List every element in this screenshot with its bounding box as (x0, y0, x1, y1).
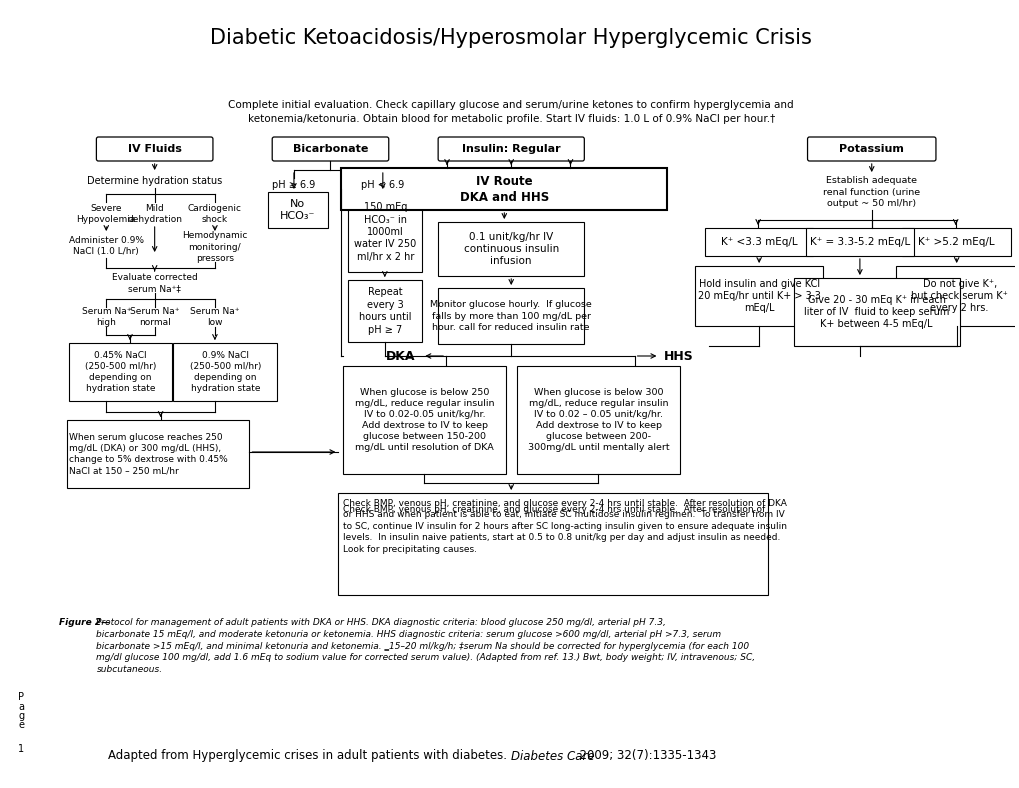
Text: Severe
Hypovolemia: Severe Hypovolemia (76, 204, 136, 224)
Text: Establish adequate
renal function (urine
output ~ 50 ml/hr): Establish adequate renal function (urine… (822, 177, 919, 207)
Text: Check BMP, venous pH, creatinine, and glucose every 2-4 hrs until stable.  After: Check BMP, venous pH, creatinine, and gl… (343, 505, 767, 514)
Bar (347, 280, 422, 342)
Bar (517, 366, 680, 474)
Text: 0.9% NaCl
(250-500 ml/hr)
depending on
hydration state: 0.9% NaCl (250-500 ml/hr) depending on h… (190, 351, 261, 393)
Text: Hemodynamic
monitoring/
pressors: Hemodynamic monitoring/ pressors (182, 232, 248, 262)
Text: Diabetes Care: Diabetes Care (511, 749, 594, 763)
Text: Insulin: Regular: Insulin: Regular (462, 144, 560, 154)
Text: When serum glucose reaches 250
mg/dL (DKA) or 300 mg/dL (HHS),
change to 5% dext: When serum glucose reaches 250 mg/dL (DK… (68, 433, 227, 475)
Text: Repeat
every 3
hours until
pH ≥ 7: Repeat every 3 hours until pH ≥ 7 (359, 288, 411, 335)
Text: 150 mEq
HCO₃⁻ in
1000ml
water IV 250
ml/hr x 2 hr: 150 mEq HCO₃⁻ in 1000ml water IV 250 ml/… (354, 203, 416, 262)
Bar (343, 366, 505, 474)
Bar (268, 192, 327, 228)
Text: Serum Na⁺
high: Serum Na⁺ high (82, 307, 130, 327)
Text: Administer 0.9%
NaCl (1.0 L/hr): Administer 0.9% NaCl (1.0 L/hr) (68, 236, 144, 256)
Text: 0.45% NaCl
(250-500 ml/hr)
depending on
hydration state: 0.45% NaCl (250-500 ml/hr) depending on … (85, 351, 156, 393)
Bar (347, 192, 422, 272)
Text: Protocol for management of adult patients with DKA or HHS. DKA diagnostic criter: Protocol for management of adult patient… (97, 618, 755, 675)
Bar (66, 420, 250, 488)
Bar (341, 168, 666, 210)
Bar (68, 343, 172, 401)
Text: Figure 2—: Figure 2— (59, 618, 110, 627)
Text: When glucose is below 250
mg/dL, reduce regular insulin
IV to 0.02-0.05 unit/kg/: When glucose is below 250 mg/dL, reduce … (355, 388, 494, 452)
Text: Potassium: Potassium (839, 144, 903, 154)
Bar (704, 228, 813, 256)
Text: . 2009; 32(7):1335-1343: . 2009; 32(7):1335-1343 (572, 749, 716, 763)
Text: Diabetic Ketoacidosis/Hyperosmolar Hyperglycemic Crisis: Diabetic Ketoacidosis/Hyperosmolar Hyper… (210, 28, 811, 48)
Text: 0.1 unit/kg/hr IV
continuous insulin
infusion: 0.1 unit/kg/hr IV continuous insulin inf… (464, 232, 558, 266)
Text: pH < 6.9: pH < 6.9 (361, 180, 405, 190)
Text: 1: 1 (18, 744, 24, 754)
Text: IV Fluids: IV Fluids (127, 144, 181, 154)
Bar (338, 493, 767, 595)
Text: K⁺ = 3.3-5.2 mEq/L: K⁺ = 3.3-5.2 mEq/L (809, 237, 909, 247)
Text: pH ≥ 6.9: pH ≥ 6.9 (272, 180, 315, 190)
Text: K⁺ <3.3 mEq/L: K⁺ <3.3 mEq/L (720, 237, 797, 247)
Bar (694, 266, 822, 326)
Text: No
HCO₃⁻: No HCO₃⁻ (280, 199, 315, 221)
Text: HHS: HHS (663, 350, 693, 362)
Bar (173, 343, 277, 401)
Text: Complete initial evaluation. Check capillary glucose and serum/urine ketones to : Complete initial evaluation. Check capil… (228, 100, 793, 110)
Text: Adapted from Hyperglycemic crises in adult patients with diabetes.: Adapted from Hyperglycemic crises in adu… (108, 749, 511, 763)
Text: P
a
g
e: P a g e (18, 693, 24, 730)
Text: DKA: DKA (385, 350, 415, 362)
Bar (438, 222, 584, 276)
Text: When glucose is below 300
mg/dL, reduce regular insulin
IV to 0.02 – 0.05 unit/k: When glucose is below 300 mg/dL, reduce … (527, 388, 668, 452)
FancyBboxPatch shape (272, 137, 388, 161)
Bar (793, 278, 959, 346)
Text: Check BMP, venous pH, creatinine, and glucose every 2-4 hrs until stable.  After: Check BMP, venous pH, creatinine, and gl… (343, 499, 787, 554)
Text: Evaluate corrected
serum Na⁺‡: Evaluate corrected serum Na⁺‡ (112, 273, 198, 293)
Bar (438, 288, 584, 344)
Text: Serum Na⁺
low: Serum Na⁺ low (190, 307, 239, 327)
Bar (805, 228, 913, 256)
Bar (902, 228, 1010, 256)
FancyBboxPatch shape (438, 137, 584, 161)
Text: Bicarbonate: Bicarbonate (292, 144, 368, 154)
Bar (896, 266, 1019, 326)
Text: Give 20 - 30 mEq K⁺ in each
liter of IV  fluid to keep serum
K+ between 4-5 mEq/: Give 20 - 30 mEq K⁺ in each liter of IV … (803, 295, 949, 329)
FancyBboxPatch shape (807, 137, 935, 161)
Text: IV Route
DKA and HHS: IV Route DKA and HHS (460, 174, 548, 203)
Text: Monitor glucose hourly.  If glucose
falls by more than 100 mg/dL per
hour. call : Monitor glucose hourly. If glucose falls… (430, 300, 591, 332)
Text: Cardiogenic
shock: Cardiogenic shock (187, 204, 242, 224)
FancyBboxPatch shape (97, 137, 213, 161)
Text: Serum Na⁺
normal: Serum Na⁺ normal (129, 307, 179, 327)
Text: Do not give K⁺,
but check serum K⁺
every 2 hrs.: Do not give K⁺, but check serum K⁺ every… (910, 279, 1007, 314)
Text: Determine hydration status: Determine hydration status (87, 176, 222, 186)
Text: Hold insulin and give KCl
20 mEq/hr until K+ > 3.3
mEq/L: Hold insulin and give KCl 20 mEq/hr unti… (697, 279, 819, 314)
Text: K⁺ >5.2 mEq/L: K⁺ >5.2 mEq/L (917, 237, 994, 247)
Text: Mild
dehydration: Mild dehydration (127, 204, 182, 224)
Text: ketonemia/ketonuria. Obtain blood for metabolic profile. Start IV fluids: 1.0 L : ketonemia/ketonuria. Obtain blood for me… (248, 114, 774, 124)
